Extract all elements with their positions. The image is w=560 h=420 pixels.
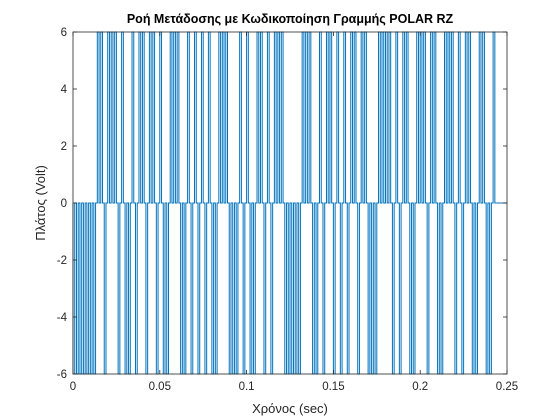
y-tick-label: 4 (61, 84, 68, 96)
y-tick-label: -6 (57, 369, 67, 381)
x-tick-label: 0.05 (149, 381, 171, 393)
x-tick-label: 0.15 (322, 381, 344, 393)
x-tick-label: 0.25 (496, 381, 518, 393)
y-axis-label: Πλάτος (Volt) (33, 165, 48, 241)
chart-title: Ροή Μετάδοσης με Κωδικοποίηση Γραμμής PO… (127, 12, 454, 26)
y-tick-label: -2 (57, 255, 67, 267)
y-tick-label: 0 (61, 198, 67, 210)
y-tick-label: 6 (61, 27, 67, 39)
x-tick-label: 0.2 (412, 381, 428, 393)
y-tick-label: 2 (61, 141, 67, 153)
x-tick-label: 0 (70, 381, 76, 393)
y-tick-label: -4 (57, 312, 68, 324)
x-tick-label: 0.1 (239, 381, 255, 393)
x-axis-label: Χρόνος (sec) (252, 401, 328, 416)
